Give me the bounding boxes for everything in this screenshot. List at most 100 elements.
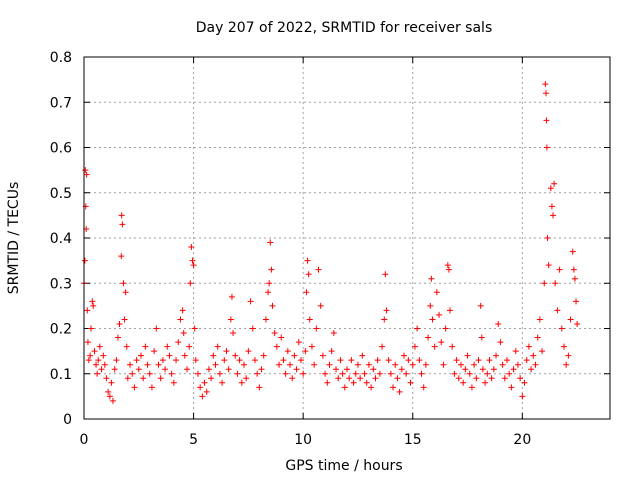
data-point	[240, 361, 247, 368]
data-point	[148, 384, 155, 391]
data-point	[106, 393, 113, 400]
data-point	[374, 357, 381, 364]
data-point	[273, 343, 280, 350]
data-point	[532, 361, 539, 368]
data-point	[230, 330, 237, 337]
data-point	[517, 375, 524, 382]
data-point	[396, 388, 403, 395]
data-point	[188, 244, 195, 251]
data-point	[184, 366, 191, 373]
data-point	[534, 334, 541, 341]
data-point	[155, 361, 162, 368]
data-point	[550, 212, 557, 219]
data-point	[411, 343, 418, 350]
data-point	[245, 348, 252, 355]
y-tick-label: 0.3	[50, 276, 72, 292]
data-point	[189, 257, 196, 264]
data-point	[251, 357, 258, 364]
data-point	[405, 357, 412, 364]
data-point	[453, 357, 460, 364]
data-point	[120, 280, 127, 287]
data-point	[133, 357, 140, 364]
data-point	[425, 334, 432, 341]
data-point	[84, 339, 91, 346]
data-point	[180, 330, 187, 337]
data-point	[363, 379, 370, 386]
data-point	[457, 361, 464, 368]
data-point	[445, 266, 452, 273]
data-point	[508, 384, 515, 391]
data-point	[81, 257, 88, 264]
data-point	[208, 375, 215, 382]
data-point	[205, 366, 212, 373]
data-point	[287, 361, 294, 368]
data-point	[108, 379, 115, 386]
data-point	[455, 375, 462, 382]
data-point	[545, 262, 552, 269]
data-point	[464, 352, 471, 359]
data-point	[497, 339, 504, 346]
y-tick-label: 0.2	[50, 322, 72, 338]
data-point	[354, 361, 361, 368]
data-point	[512, 348, 519, 355]
data-point	[382, 271, 389, 278]
data-point	[368, 384, 375, 391]
x-tick-label: 5	[189, 432, 198, 448]
data-point	[103, 375, 110, 382]
y-tick-label: 0	[63, 412, 72, 428]
data-point	[258, 366, 265, 373]
data-point	[556, 266, 563, 273]
data-point	[460, 379, 467, 386]
data-point	[234, 370, 241, 377]
data-point	[203, 388, 210, 395]
data-point	[194, 370, 201, 377]
data-point	[146, 370, 153, 377]
y-axis-label: SRMTID / TECUs	[6, 182, 22, 295]
data-point	[303, 289, 310, 296]
data-point	[269, 302, 276, 309]
data-point	[295, 339, 302, 346]
data-point	[186, 343, 193, 350]
data-point	[552, 280, 559, 287]
data-point	[558, 325, 565, 332]
data-point	[471, 361, 478, 368]
data-point	[228, 293, 235, 300]
data-point	[265, 289, 272, 296]
data-point	[271, 330, 278, 337]
data-point	[436, 311, 443, 318]
data-point	[543, 90, 550, 97]
data-point	[330, 330, 337, 337]
data-point	[114, 334, 121, 341]
data-point	[177, 316, 184, 323]
data-point	[181, 352, 188, 359]
data-point	[573, 298, 580, 305]
data-point	[105, 388, 112, 395]
data-point	[523, 357, 530, 364]
data-point	[479, 366, 486, 373]
data-point	[536, 316, 543, 323]
data-point	[91, 348, 98, 355]
data-point	[563, 361, 570, 368]
data-point	[96, 343, 103, 350]
data-point	[420, 384, 427, 391]
data-point	[267, 239, 274, 246]
data-point	[499, 361, 506, 368]
x-axis-label: GPS time / hours	[285, 458, 402, 474]
data-point	[542, 81, 549, 88]
data-point	[337, 357, 344, 364]
data-point	[166, 352, 173, 359]
data-point	[289, 375, 296, 382]
data-point	[197, 384, 204, 391]
data-point	[266, 280, 273, 287]
data-point	[98, 366, 105, 373]
data-point	[109, 397, 116, 404]
data-point	[238, 379, 245, 386]
x-tick-label: 10	[294, 432, 312, 448]
data-point	[571, 275, 578, 282]
data-point	[84, 307, 91, 314]
data-point	[449, 343, 456, 350]
data-point	[280, 357, 287, 364]
data-point	[543, 144, 550, 151]
data-point	[379, 343, 386, 350]
x-tick-label: 20	[513, 432, 531, 448]
